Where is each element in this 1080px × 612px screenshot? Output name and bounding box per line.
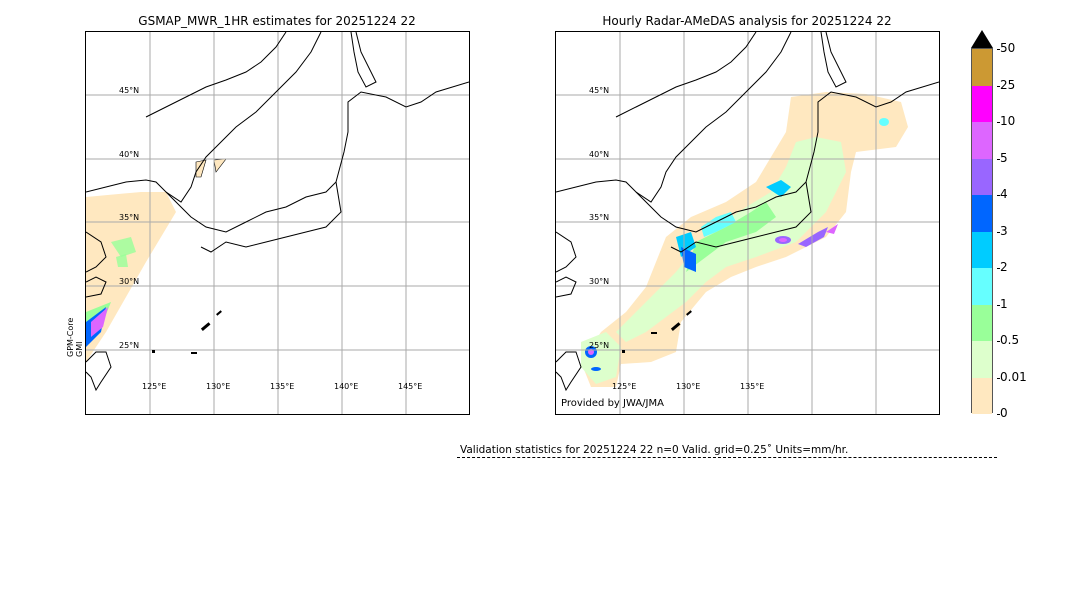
cbar-tick-2: 2	[997, 260, 1008, 274]
data-credit: Provided by JWA/JMA	[561, 398, 664, 409]
lon-label-135: 135°E	[740, 382, 765, 391]
cbar-seg-25-50	[972, 49, 992, 86]
coastlines	[86, 32, 469, 392]
cbar-seg-4-5	[972, 158, 992, 195]
islands	[152, 310, 222, 354]
lat-label-35: 35°N	[119, 213, 140, 222]
cbar-seg-0-0.01	[972, 377, 992, 414]
colorbar-extend-arrow	[971, 30, 993, 48]
lon-label-130: 130°E	[676, 382, 701, 391]
cbar-seg-2-3	[972, 231, 992, 268]
colorbar	[971, 48, 993, 414]
left-map-gsmap: 45°N 40°N 35°N 30°N 25°N 125°E 130°E 135…	[85, 31, 470, 415]
lat-label-30: 30°N	[589, 277, 610, 286]
lat-label-40: 40°N	[119, 150, 140, 159]
lon-label-135: 135°E	[270, 382, 295, 391]
islands	[622, 310, 692, 353]
sensor-label: GPM-Core GMI	[66, 317, 84, 357]
graticule	[86, 32, 469, 414]
coastlines	[556, 32, 939, 392]
cbar-seg-1-2	[972, 268, 992, 305]
lat-label-40: 40°N	[589, 150, 610, 159]
cbar-seg-0.5-1	[972, 304, 992, 341]
validation-divider	[457, 457, 997, 458]
right-map-canvas	[556, 32, 939, 414]
validation-statistics: Validation statistics for 20251224 22 n=…	[460, 444, 849, 456]
lat-label-35: 35°N	[589, 213, 610, 222]
cbar-tick-0.01: 0.01	[997, 370, 1027, 384]
cbar-tick-3: 3	[997, 224, 1008, 238]
cbar-tick-10: 10	[996, 114, 1016, 128]
lat-label-45: 45°N	[589, 86, 610, 95]
cbar-tick-1: 1	[997, 297, 1008, 311]
lat-label-30: 30°N	[119, 277, 140, 286]
rain-area-light	[86, 192, 176, 362]
cbar-tick-5: 5	[997, 151, 1008, 165]
lat-label-25: 25°N	[589, 341, 610, 350]
right-map-radar-amedas: 45°N 40°N 35°N 30°N 25°N 125°E 130°E 135…	[555, 31, 940, 415]
lon-label-125: 125°E	[612, 382, 637, 391]
cbar-tick-0: 0	[997, 406, 1008, 420]
cbar-tick-25: 25	[996, 78, 1016, 92]
left-map-title: GSMAP_MWR_1HR estimates for 20251224 22	[138, 14, 416, 28]
cbar-seg-3-4	[972, 195, 992, 232]
graticule	[556, 32, 939, 414]
cbar-tick-50: 50	[996, 41, 1016, 55]
cbar-tick-0.5: 0.5	[996, 333, 1020, 347]
cbar-tick-4: 4	[997, 187, 1008, 201]
cbar-seg-5-10	[972, 122, 992, 159]
cbar-seg-0.01-0.5	[972, 341, 992, 378]
lon-label-125: 125°E	[142, 382, 167, 391]
lon-label-130: 130°E	[206, 382, 231, 391]
lon-label-140: 140°E	[334, 382, 359, 391]
lat-label-25: 25°N	[119, 341, 140, 350]
right-map-title: Hourly Radar-AMeDAS analysis for 2025122…	[602, 14, 892, 28]
cbar-seg-10-25	[972, 85, 992, 122]
lon-label-145: 145°E	[398, 382, 423, 391]
left-map-canvas	[86, 32, 469, 414]
lat-label-45: 45°N	[119, 86, 140, 95]
